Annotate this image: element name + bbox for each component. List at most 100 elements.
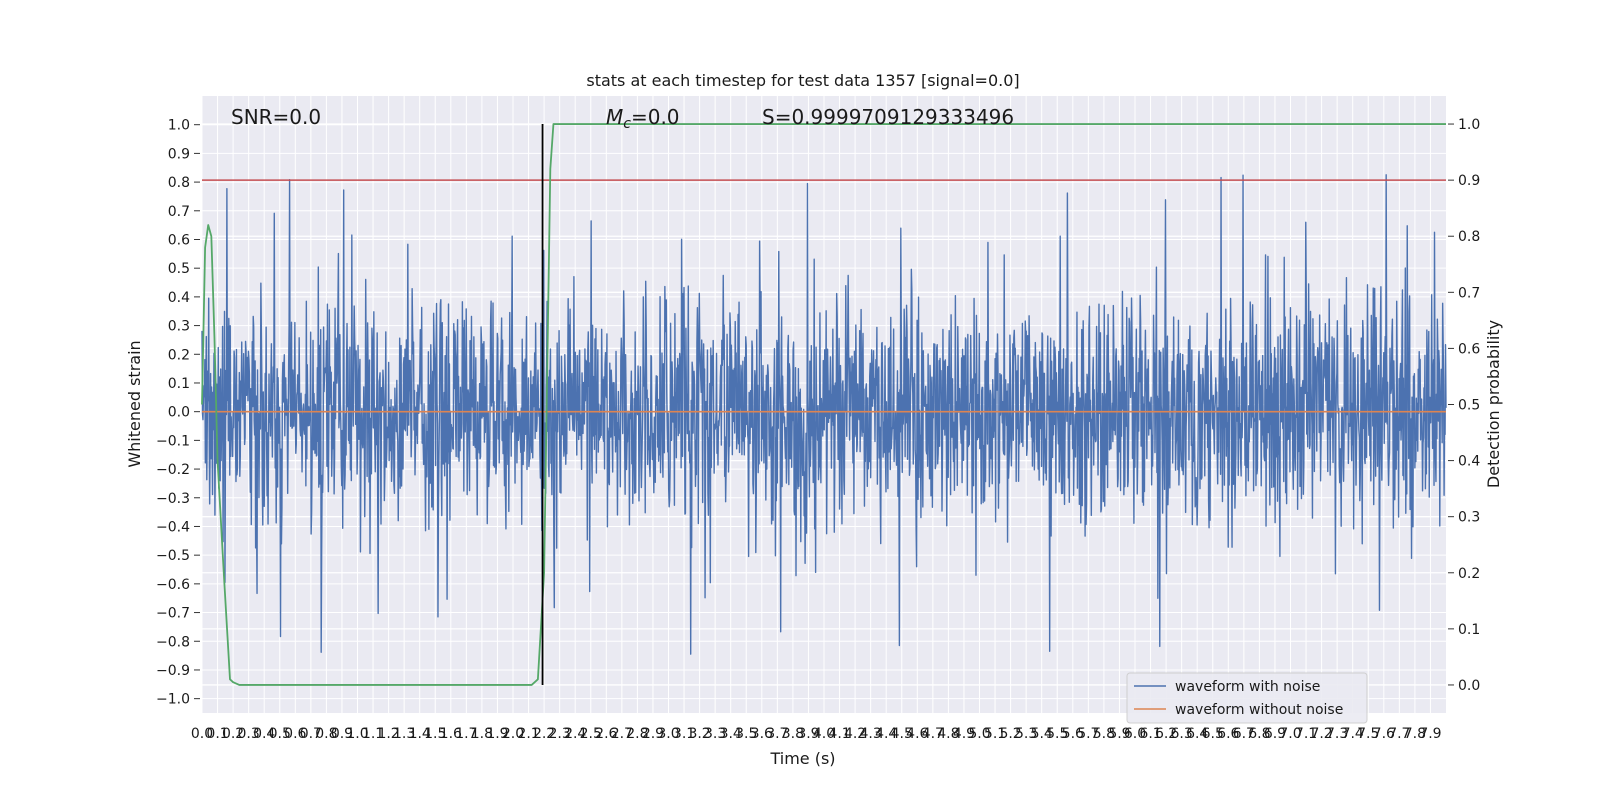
x-tick-label: 2.6 — [595, 726, 617, 742]
legend-label-noise: waveform with noise — [1175, 679, 1320, 695]
y-tick-label: −0.7 — [156, 606, 190, 622]
x-tick-label: 6.0 — [1124, 726, 1146, 742]
y-tick-label: −0.3 — [156, 491, 190, 507]
x-tick-label: 7.6 — [1373, 726, 1395, 742]
y2-tick-label: 0.1 — [1458, 622, 1480, 638]
x-tick-label: 5.9 — [1108, 726, 1130, 742]
x-tick-label: 4.5 — [891, 726, 913, 742]
y2-tick-label: 0.2 — [1458, 566, 1480, 582]
mc-value: =0.0 — [631, 105, 680, 129]
series-detection-probability — [201, 123, 1446, 686]
y-tick-label: 0.2 — [168, 347, 190, 363]
x-tick-label: 6.4 — [1186, 726, 1208, 742]
y2-tick-label: 0.5 — [1458, 398, 1480, 414]
x-tick-label: 0.5 — [269, 726, 291, 742]
x-tick-label: 2.5 — [580, 726, 602, 742]
x-tick-label: 7.1 — [1295, 726, 1317, 742]
x-tick-label: 5.3 — [1015, 726, 1037, 742]
legend: waveform with noise waveform without noi… — [1126, 672, 1368, 724]
x-tick-label: 1.6 — [440, 726, 462, 742]
x-tick-label: 7.4 — [1342, 726, 1364, 742]
x-tick-label: 3.3 — [704, 726, 726, 742]
y-tick-label: −0.1 — [156, 433, 190, 449]
y-tick-label: −0.9 — [156, 663, 190, 679]
x-tick-label: 2.9 — [642, 726, 664, 742]
x-tick-label: 2.3 — [549, 726, 571, 742]
mc-subscript: c — [623, 116, 631, 132]
y-tick-label: 0.7 — [168, 204, 190, 220]
x-tick-label: 0.4 — [253, 726, 275, 742]
x-tick-label: 0.8 — [315, 726, 337, 742]
x-tick-label: 6.3 — [1171, 726, 1193, 742]
y-tick-label: −0.4 — [156, 519, 190, 535]
x-tick-label: 5.2 — [999, 726, 1021, 742]
x-tick-label: 5.6 — [1062, 726, 1084, 742]
x-tick-label: 4.8 — [937, 726, 959, 742]
chart-title: stats at each timestep for test data 135… — [586, 71, 1019, 90]
x-tick-label: 1.8 — [471, 726, 493, 742]
x-tick-label: 3.5 — [735, 726, 757, 742]
x-tick-label: 2.0 — [502, 726, 524, 742]
y-tick-label: −0.2 — [156, 462, 190, 478]
x-axis-label: Time (s) — [769, 749, 835, 768]
y2-tick-label: 0.9 — [1458, 173, 1480, 189]
y2-tick-label: 0.7 — [1458, 285, 1480, 301]
x-tick-label: 6.7 — [1233, 726, 1255, 742]
x-tick-label: 4.2 — [844, 726, 866, 742]
mc-annotation: Mc=0.0 — [606, 105, 680, 132]
x-tick-label: 3.2 — [688, 726, 710, 742]
x-tick-label: 0.0 — [191, 726, 213, 742]
x-tick-label: 4.7 — [922, 726, 944, 742]
x-tick-label: 3.8 — [782, 726, 804, 742]
y-tick-label: 1.0 — [168, 118, 190, 134]
x-tick-label: 7.5 — [1357, 726, 1379, 742]
y-tick-label: −0.6 — [156, 577, 190, 593]
x-tick-label: 7.8 — [1404, 726, 1426, 742]
y2-tick-label: 0.3 — [1458, 510, 1480, 526]
mc-symbol: M — [606, 105, 623, 129]
x-tick-label: 7.0 — [1279, 726, 1301, 742]
x-tick-label: 0.2 — [222, 726, 244, 742]
y-tick-label: 0.3 — [168, 319, 190, 335]
y-tick-label: 0.5 — [168, 261, 190, 277]
x-tick-label: 2.1 — [517, 726, 539, 742]
y2-tick-label: 0.6 — [1458, 341, 1480, 357]
x-tick-label: 4.1 — [828, 726, 850, 742]
y-tick-label: 0.9 — [168, 146, 190, 162]
y-tick-label: 0.6 — [168, 232, 190, 248]
x-tick-label: 5.7 — [1077, 726, 1099, 742]
x-tick-label: 0.1 — [206, 726, 228, 742]
x-tick-label: 2.8 — [626, 726, 648, 742]
x-tick-label: 3.9 — [797, 726, 819, 742]
y-tick-label: −0.8 — [156, 634, 190, 650]
x-tick-label: 4.3 — [860, 726, 882, 742]
x-tick-label: 5.0 — [968, 726, 990, 742]
x-tick-label: 7.2 — [1310, 726, 1332, 742]
y-tick-label: −0.5 — [156, 548, 190, 564]
x-tick-label: 1.3 — [393, 726, 415, 742]
x-tick-label: 3.6 — [751, 726, 773, 742]
y-axis-label: Whitened strain — [125, 340, 144, 467]
y-tick-label: 0.8 — [168, 175, 190, 191]
y-axis-ticks: −1.0 −0.9 −0.8 −0.7 −0.6 −0.5 −0.4 −0.3 −0.2 −0.1… — [156, 118, 200, 708]
x-tick-label: 3.1 — [673, 726, 695, 742]
x-tick-label: 1.4 — [409, 726, 431, 742]
x-tick-label: 1.2 — [377, 726, 399, 742]
y2-tick-label: 1.0 — [1458, 117, 1480, 133]
x-tick-label: 0.6 — [284, 726, 306, 742]
x-tick-label: 4.0 — [813, 726, 835, 742]
x-tick-label: 4.4 — [875, 726, 897, 742]
x-tick-label: 2.4 — [564, 726, 586, 742]
x-tick-label: 4.6 — [906, 726, 928, 742]
y2-tick-label: 0.4 — [1458, 454, 1480, 470]
x-tick-label: 1.5 — [424, 726, 446, 742]
x-tick-label: 6.1 — [1139, 726, 1161, 742]
y-tick-label: −1.0 — [156, 692, 190, 708]
x-tick-label: 1.1 — [362, 726, 384, 742]
x-tick-label: 0.3 — [238, 726, 260, 742]
x-tick-label: 6.9 — [1264, 726, 1286, 742]
probability-trace — [201, 123, 1446, 686]
x-tick-label: 6.6 — [1217, 726, 1239, 742]
x-tick-label: 1.9 — [486, 726, 508, 742]
